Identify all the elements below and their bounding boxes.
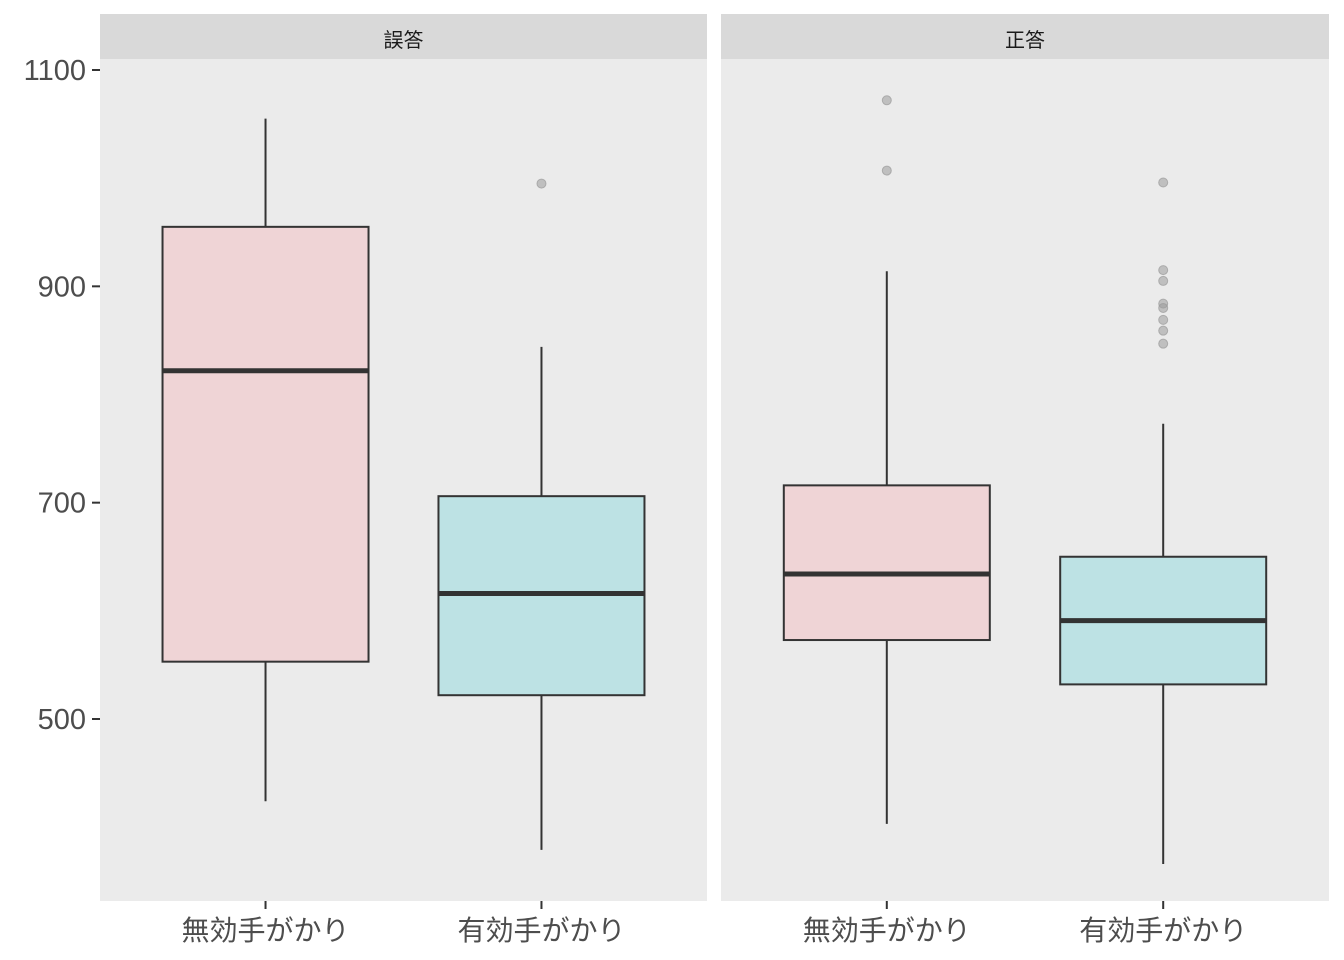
x-tick-label-correct-valid-cue: 有効手がかり (1079, 914, 1247, 947)
box-body (782, 484, 991, 642)
y-tick-label-700: 700 (38, 488, 86, 520)
outlier-point (1158, 265, 1169, 276)
x-tick-label-incorrect-invalid-cue: 無効手がかり (182, 914, 350, 947)
box-correct-invalid-cue (782, 95, 991, 824)
outlier-point (536, 178, 547, 189)
y-tick-label-1100: 1100 (24, 55, 86, 87)
outlier-point (1158, 314, 1169, 325)
panel-background-correct (721, 59, 1329, 901)
facet-label-incorrect: 誤答 (384, 28, 424, 52)
outlier-point (881, 95, 892, 106)
x-tick-label-correct-invalid-cue: 無効手がかり (803, 914, 971, 947)
box-incorrect-invalid-cue (161, 118, 370, 802)
box-body (161, 225, 370, 663)
box-incorrect-valid-cue (437, 178, 646, 850)
outlier-point (881, 165, 892, 176)
y-tick-label-900: 900 (38, 271, 86, 303)
x-tick-label-incorrect-valid-cue: 有効手がかり (457, 914, 625, 947)
outlier-point (1158, 325, 1169, 336)
y-tick-label-500: 500 (38, 704, 86, 736)
facet-label-correct: 正答 (1005, 28, 1045, 52)
facet-strip-incorrect (100, 14, 707, 59)
outlier-point (1158, 177, 1169, 188)
outlier-point (1158, 302, 1169, 313)
box-correct-valid-cue (1059, 177, 1268, 864)
outlier-point (1158, 275, 1169, 286)
outlier-point (1158, 338, 1169, 349)
facet-strip-correct (721, 14, 1329, 59)
